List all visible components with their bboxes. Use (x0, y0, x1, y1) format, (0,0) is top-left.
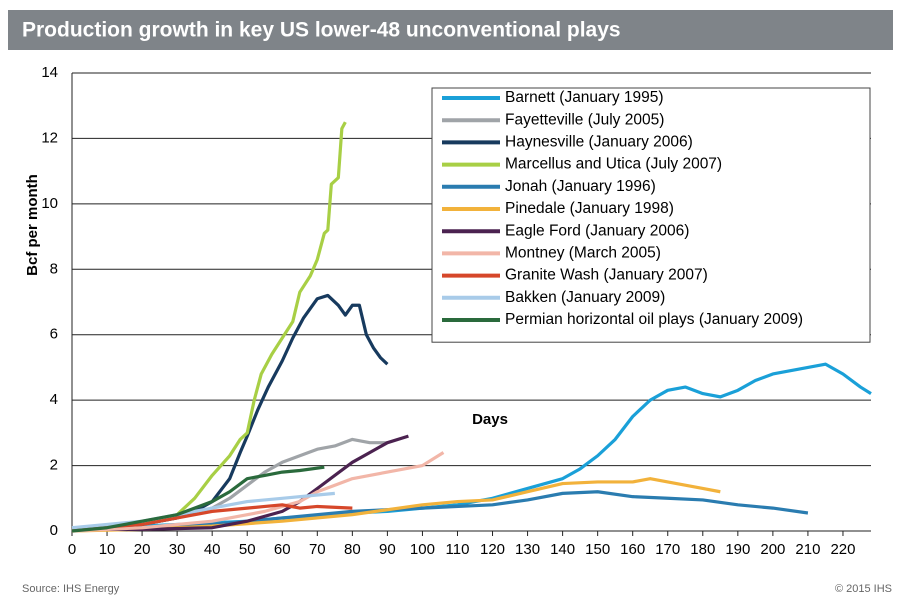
x-tick-label: 10 (99, 541, 116, 558)
x-tick-label: 210 (795, 541, 820, 558)
x-tick-label: 40 (204, 541, 221, 558)
x-tick-label: 60 (274, 541, 291, 558)
x-tick-label: 130 (515, 541, 540, 558)
x-tick-label: 220 (830, 541, 855, 558)
legend-label: Pinedale (January 1998) (505, 200, 674, 217)
series-line (71, 293, 389, 531)
y-tick-label: 2 (50, 457, 58, 474)
x-tick-label: 150 (585, 541, 610, 558)
x-tick-label: 120 (480, 541, 505, 558)
chart-title: Production growth in key US lower-48 unc… (22, 19, 621, 42)
title-bar (8, 10, 893, 50)
y-tick-label: 0 (50, 522, 58, 539)
y-axis-label: Bcf per month (24, 174, 41, 276)
y-tick-label: 10 (41, 195, 58, 212)
x-tick-label: 160 (620, 541, 645, 558)
series-line (71, 477, 721, 533)
legend-label: Montney (March 2005) (505, 244, 661, 261)
legend-box (431, 87, 871, 343)
y-tick-label: 6 (50, 326, 58, 343)
series-line (71, 121, 347, 531)
source: Source: IHS Energy (22, 583, 120, 595)
legend-label: Marcellus and Utica (July 2007) (505, 156, 722, 173)
legend-label: Haynesville (January 2006) (505, 133, 693, 150)
y-tick-label: 12 (41, 129, 58, 146)
legend-label: Permian horizontal oil plays (January 20… (505, 311, 803, 328)
series-line (71, 465, 325, 533)
x-tick-label: 30 (169, 541, 186, 558)
series-line (71, 451, 445, 533)
x-tick-label: 0 (68, 541, 76, 558)
x-tick-label: 190 (725, 541, 750, 558)
x-tick-label: 200 (760, 541, 785, 558)
legend-label: Bakken (January 2009) (505, 289, 665, 306)
x-tick-label: 110 (446, 541, 470, 558)
x-tick-label: 70 (309, 541, 326, 558)
y-tick-label: 14 (41, 64, 58, 81)
y-tick-label: 8 (50, 260, 58, 277)
x-tick-label: 20 (134, 541, 151, 558)
x-tick-label: 100 (410, 541, 435, 558)
x-tick-label: 140 (550, 541, 575, 558)
legend-label: Granite Wash (January 2007) (505, 267, 708, 284)
x-tick-label: 180 (690, 541, 715, 558)
legend-label: Fayetteville (July 2005) (505, 111, 664, 128)
x-tick-label: 80 (344, 541, 361, 558)
legend-label: Barnett (January 1995) (505, 89, 664, 106)
legend-label: Eagle Ford (January 2006) (505, 222, 689, 239)
x-tick-label: 90 (379, 541, 396, 558)
x-tick-label: 170 (655, 541, 680, 558)
annotation: Days (472, 411, 508, 428)
x-tick-label: 50 (239, 541, 256, 558)
legend-label: Jonah (January 1996) (505, 178, 656, 195)
y-tick-label: 4 (50, 391, 58, 408)
series-line (71, 503, 353, 531)
copyright: © 2015 IHS (835, 583, 892, 595)
